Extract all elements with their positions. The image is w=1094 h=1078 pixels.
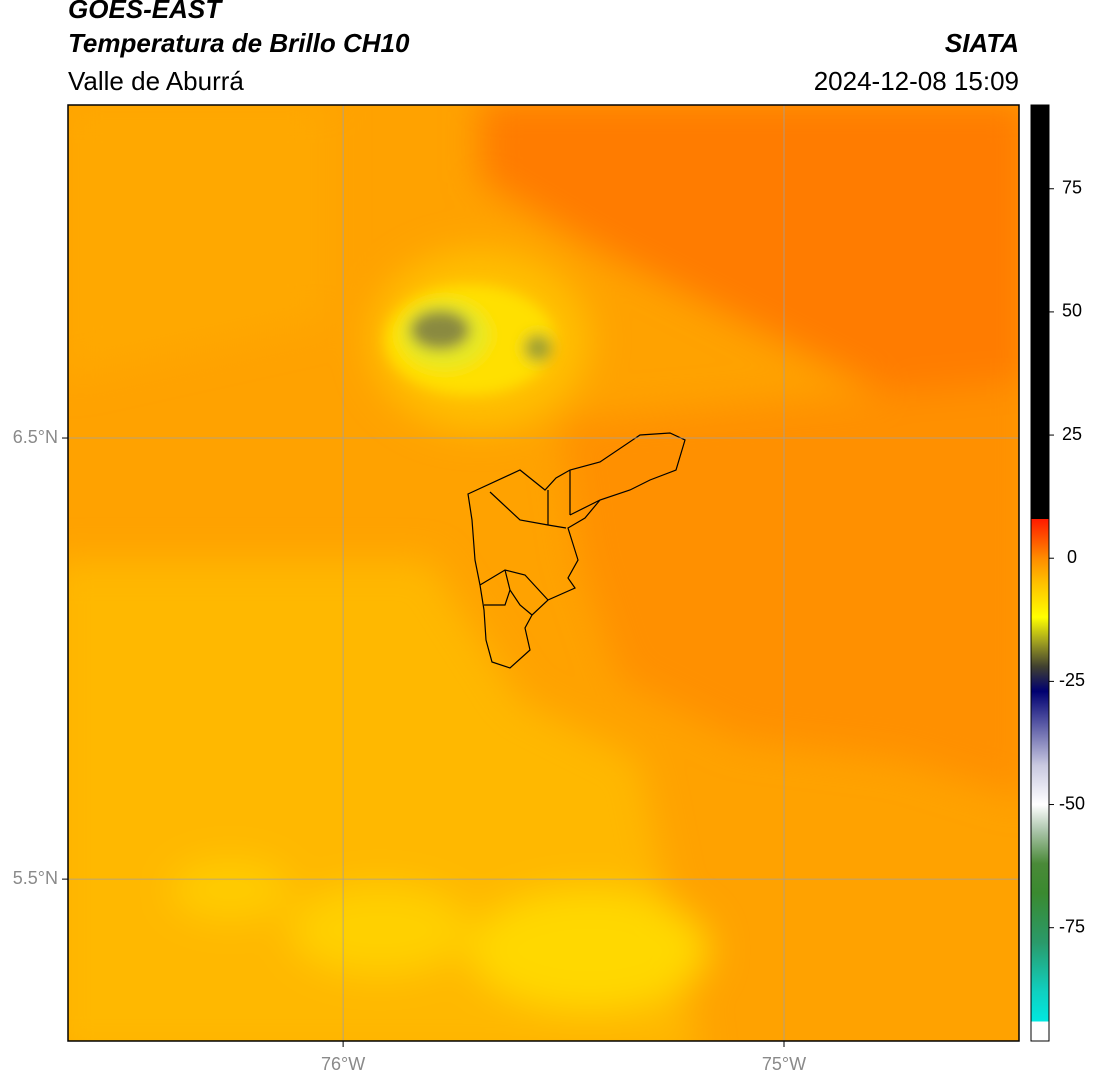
timestamp: 2024-12-08 15:09	[814, 66, 1019, 96]
colorbar-tick-label: 75	[1062, 177, 1082, 197]
colorbar-tick-label: 25	[1062, 424, 1082, 444]
colorbar-tick-label: -75	[1059, 916, 1085, 936]
colorbar-tick-label: 0	[1067, 547, 1077, 567]
subtitle: Temperatura de Brillo CH10	[68, 28, 410, 58]
colorbar-tick-label: -25	[1059, 670, 1085, 690]
y-tick-label: 5.5°N	[13, 868, 58, 888]
colorbar-tick-label: -50	[1059, 793, 1085, 813]
colorbar-tick-label: 50	[1062, 301, 1082, 321]
y-tick-label: 6.5°N	[13, 427, 58, 447]
x-tick-label: 76°W	[321, 1054, 365, 1074]
temperature-field	[68, 105, 1019, 1041]
grid	[68, 105, 1019, 1041]
title: GOES-EAST	[68, 0, 223, 24]
source: SIATA	[945, 28, 1019, 58]
x-tick-label: 75°W	[762, 1054, 806, 1074]
colorbar-ticks: 75 50 25 0 -25 -50 -75	[1049, 177, 1085, 936]
region: Valle de Aburrá	[68, 66, 244, 96]
axes: 76°W 75°W 6.5°N 5.5°N	[13, 427, 806, 1074]
colorbar	[1030, 104, 1050, 1042]
map-frame	[67, 104, 1020, 1042]
